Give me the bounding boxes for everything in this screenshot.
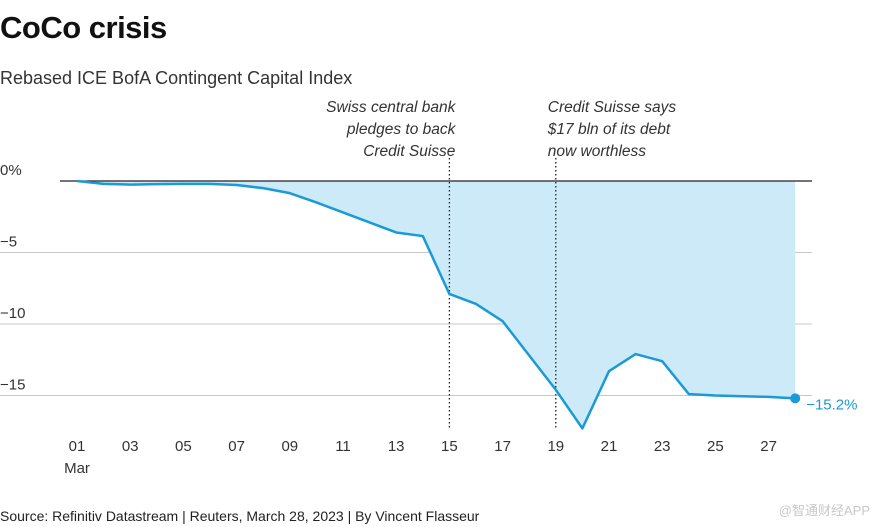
annotation-texts: Swiss central bank pledges to back Credit … <box>326 99 676 160</box>
annotation-text: pledges to back <box>346 121 457 138</box>
x-tick-label: 05 <box>175 438 192 455</box>
x-axis-labels: 01 Mar 03 05 07 09 11 13 15 17 19 21 23 25 27 <box>64 438 777 477</box>
x-tick-label: 15 <box>441 438 458 455</box>
x-tick-label: 21 <box>601 438 618 455</box>
x-tick-label: 11 <box>335 438 351 455</box>
end-marker: −15.2% <box>790 393 857 413</box>
chart-title: CoCo crisis <box>0 10 167 45</box>
chart-subtitle: Rebased ICE BofA Contingent Capital Inde… <box>0 68 353 88</box>
x-tick-sublabel: Mar <box>64 460 90 477</box>
x-tick-label: 13 <box>388 438 405 455</box>
annotation-text: Swiss central bank <box>326 99 456 116</box>
y-tick-label: −15 <box>0 377 25 394</box>
end-value-label: −15.2% <box>806 396 857 413</box>
y-tick-label: −5 <box>0 234 17 251</box>
x-tick-label: 25 <box>707 438 724 455</box>
y-tick-label: 0% <box>0 162 22 179</box>
y-tick-label: −10 <box>0 305 25 322</box>
x-tick-label: 17 <box>494 438 511 455</box>
x-tick-label: 19 <box>547 438 564 455</box>
end-point <box>790 393 801 404</box>
annotation-text: Credit Suisse says <box>548 99 677 116</box>
x-tick-label: 03 <box>122 438 139 455</box>
x-tick-label: 27 <box>760 438 777 455</box>
annotation-text: Credit Suisse <box>363 143 456 160</box>
y-axis-labels: 0% −5 −10 −15 <box>0 162 25 394</box>
x-tick-label: 01 <box>69 438 86 455</box>
annotation-text: now worthless <box>548 143 646 160</box>
x-tick-label: 09 <box>281 438 298 455</box>
annotation-lines <box>448 158 557 428</box>
series-line <box>76 179 796 430</box>
source-note: Source: Refinitiv Datastream | Reuters, … <box>0 508 480 524</box>
x-tick-label: 23 <box>654 438 671 455</box>
annotation-text: $17 bln of its debt <box>547 121 671 138</box>
watermark: @智通财经APP <box>778 503 870 518</box>
x-tick-label: 07 <box>228 438 245 455</box>
